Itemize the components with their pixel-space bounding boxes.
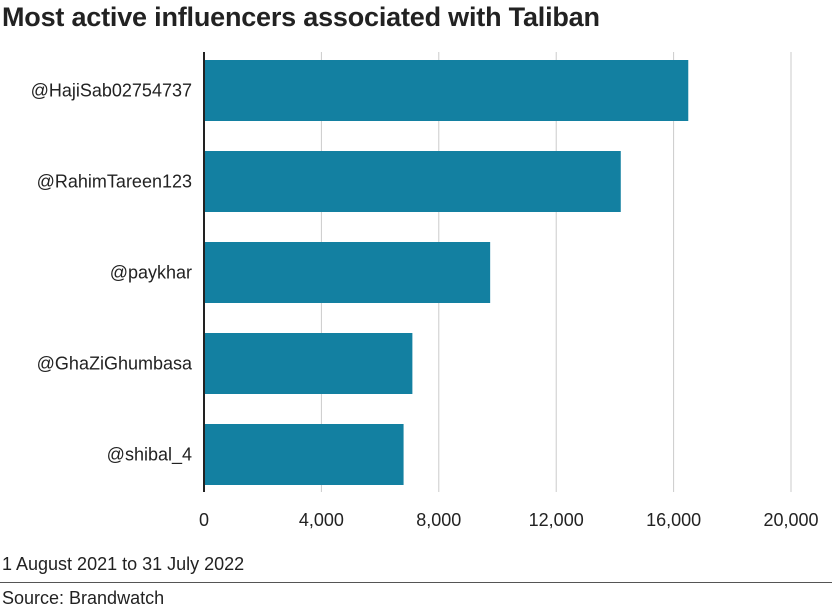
x-tick-label: 4,000 (299, 510, 344, 530)
bar (204, 333, 413, 394)
x-tick-label: 20,000 (763, 510, 818, 530)
x-tick-labels: 0 4,000 8,000 12,000 16,000 20,000 (199, 510, 819, 530)
x-tick-label: 8,000 (416, 510, 461, 530)
chart-title: Most active influencers associated with … (2, 2, 600, 32)
bar (204, 60, 689, 121)
date-range-note: 1 August 2021 to 31 July 2022 (2, 554, 245, 574)
category-label: @shibal_4 (107, 445, 192, 466)
x-tick-label: 0 (199, 510, 209, 530)
category-labels: @HajiSab02754737 @RahimTareen123 @paykhar @… (31, 81, 193, 466)
footer-divider (0, 582, 832, 583)
category-label: @RahimTareen123 (37, 172, 192, 192)
category-label: @paykhar (110, 263, 192, 283)
bar-chart: @HajiSab02754737 @RahimTareen123 @paykhar @… (31, 52, 819, 530)
bars (204, 60, 689, 485)
x-tick-label: 16,000 (646, 510, 701, 530)
category-label: @HajiSab02754737 (31, 81, 192, 101)
source-note: Source: Brandwatch (2, 588, 165, 608)
bar (204, 151, 621, 212)
bar (204, 242, 491, 303)
x-tick-label: 12,000 (529, 510, 584, 530)
category-label: @GhaZiGhumbasa (37, 354, 193, 374)
bar (204, 424, 404, 485)
